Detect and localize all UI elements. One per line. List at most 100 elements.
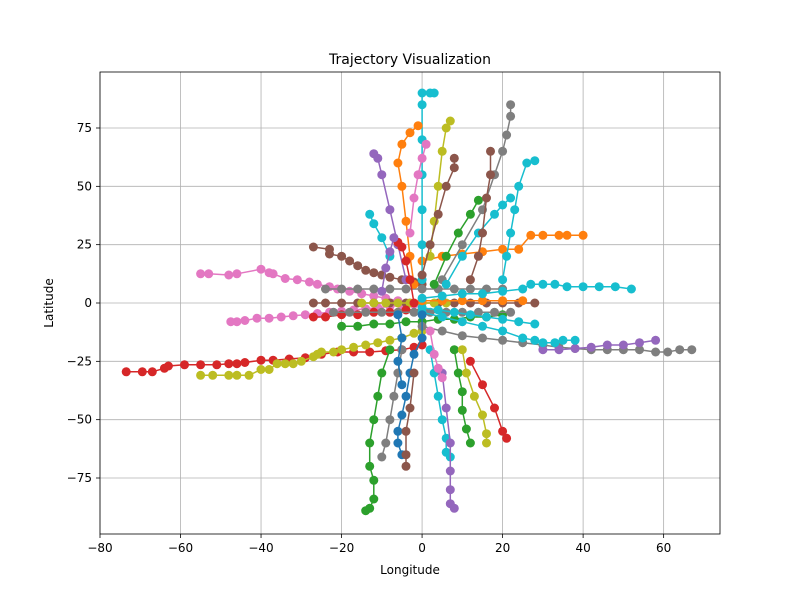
trajectory-point (393, 426, 403, 436)
trajectory-point (562, 282, 572, 292)
trajectory-point (321, 312, 330, 322)
trajectory-point (397, 410, 407, 420)
trajectory-point (498, 286, 508, 296)
trajectory-point (457, 251, 467, 261)
trajectory-point (381, 298, 391, 308)
trajectory-point (417, 270, 427, 280)
trajectory-point (578, 282, 588, 292)
trajectory-point (377, 233, 387, 243)
trajectory-point (417, 100, 427, 110)
trajectory-point (288, 359, 298, 369)
trajectory-point (268, 269, 278, 279)
trajectory-point (461, 424, 471, 434)
trajectory-point (445, 466, 455, 476)
trajectory-point (498, 146, 508, 156)
trajectory-point (586, 342, 596, 352)
trajectory-point (482, 429, 491, 439)
trajectory-point (538, 279, 548, 289)
trajectory-point (224, 370, 234, 380)
trajectory-point (417, 240, 427, 250)
trajectory-point (325, 249, 334, 259)
trajectory-point (506, 307, 516, 317)
trajectory-point (256, 264, 266, 274)
trajectory-point (478, 289, 487, 299)
trajectory-point (449, 284, 459, 294)
trajectory-series (417, 153, 459, 280)
trajectory-point (417, 88, 427, 98)
trajectory-point (401, 305, 411, 315)
trajectory-point (385, 415, 395, 425)
trajectory-point (441, 279, 451, 289)
trajectory-point (429, 349, 439, 359)
trajectory-point (437, 326, 447, 336)
trajectory-point (457, 240, 467, 250)
trajectory-point (337, 298, 347, 308)
trajectory-point (486, 146, 495, 156)
trajectory-point (635, 338, 644, 348)
trajectory-point (353, 321, 363, 331)
trajectory-point (465, 438, 475, 448)
trajectory-point (337, 251, 347, 261)
trajectory-point (409, 193, 419, 203)
trajectory-point (409, 328, 419, 338)
trajectory-point (393, 158, 403, 168)
trajectory-point (465, 284, 475, 294)
trajectory-point (441, 181, 451, 191)
trajectory-point (240, 358, 250, 367)
trajectory-point (482, 438, 491, 448)
trajectory-point (498, 314, 508, 324)
trajectory-point (232, 370, 242, 380)
trajectory-point (457, 405, 467, 415)
trajectory-point (441, 251, 451, 261)
trajectory-point (264, 313, 274, 323)
trajectory-point (538, 338, 548, 348)
trajectory-point (530, 298, 540, 308)
trajectory-point (578, 230, 588, 240)
trajectory-series (361, 345, 395, 516)
trajectory-point (594, 282, 604, 292)
trajectory-point (530, 335, 540, 345)
trajectory-point (538, 345, 548, 355)
trajectory-point (465, 310, 475, 320)
trajectory-point (393, 298, 403, 308)
trajectory-point (385, 247, 395, 257)
trajectory-point (292, 275, 302, 285)
trajectory-point (389, 391, 399, 401)
trajectory-point (482, 312, 491, 322)
trajectory-point (570, 335, 580, 345)
trajectory-point (393, 310, 403, 320)
trajectory-point (397, 181, 407, 191)
y-tick-label: −50 (67, 413, 92, 427)
grid (99, 72, 720, 534)
trajectory-point (361, 506, 371, 516)
trajectory-point (369, 284, 379, 294)
trajectory-series (417, 279, 636, 303)
trajectory-point (345, 286, 355, 296)
trajectory-point (224, 359, 234, 369)
trajectory-point (357, 298, 367, 308)
trajectory-point (204, 269, 214, 279)
trajectory-point (457, 296, 467, 306)
trajectory-point (518, 333, 528, 343)
trajectory-point (486, 170, 495, 180)
trajectory-point (651, 335, 661, 345)
trajectory-point (506, 228, 516, 238)
trajectory-point (180, 360, 189, 370)
trajectory-point (482, 193, 491, 203)
trajectory-point (469, 391, 479, 401)
trajectory-point (381, 438, 391, 448)
trajectory-point (453, 228, 463, 238)
x-tick-label: −20 (329, 541, 354, 555)
trajectory-series (425, 326, 447, 383)
trajectory-point (409, 368, 419, 378)
trajectory-point (558, 335, 568, 345)
trajectory-point (663, 347, 673, 357)
trajectory-point (232, 359, 242, 369)
trajectory-point (461, 368, 471, 378)
trajectory-point (478, 228, 487, 238)
trajectory-point (498, 200, 508, 210)
trajectory-point (514, 244, 524, 254)
trajectory-point (345, 256, 355, 266)
trajectory-point (280, 359, 290, 369)
trajectory-point (449, 163, 459, 173)
